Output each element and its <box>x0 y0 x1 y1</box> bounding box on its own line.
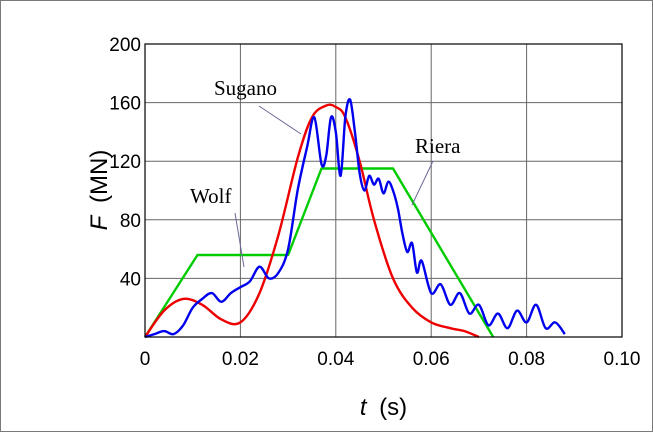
series-line-sugano <box>144 103 480 339</box>
y-axis-label: F (MN) <box>86 150 113 231</box>
grid <box>145 44 622 337</box>
x-tick-label: 0.02 <box>222 349 259 370</box>
x-tick-label: 0 <box>140 349 151 370</box>
annotation-wolf: Wolf <box>190 184 231 208</box>
y-tick-label: 200 <box>109 35 141 56</box>
annotation-sugano: Sugano <box>214 76 277 100</box>
y-tick-label: 40 <box>120 269 141 290</box>
series-line-riera <box>143 167 495 338</box>
pointer-wolf <box>234 212 245 268</box>
x-axis-label: t (s) <box>360 394 407 421</box>
x-tick-label: 0.04 <box>317 349 354 370</box>
series-lines <box>143 98 566 339</box>
series-line-wolf <box>144 98 566 339</box>
x-tick-label: 0.06 <box>413 349 450 370</box>
annotation-pointers <box>234 105 434 268</box>
annotation-riera: Riera <box>415 134 461 158</box>
y-axis-unit: (MN) <box>86 150 113 203</box>
x-tick-labels: 0 0.02 0.04 0.06 0.08 0.10 <box>140 349 641 370</box>
x-tick-label: 0.08 <box>508 349 545 370</box>
x-axis-unit: (s) <box>379 394 407 421</box>
pointer-riera <box>411 160 434 206</box>
y-tick-label: 160 <box>109 94 141 115</box>
y-axis-symbol: F <box>86 214 113 230</box>
x-tick-label: 0.10 <box>604 349 641 370</box>
plot-border <box>144 43 623 338</box>
y-tick-labels: 40 80 120 160 200 <box>109 35 141 290</box>
y-tick-label: 80 <box>120 211 141 232</box>
y-tick-label: 120 <box>109 152 141 173</box>
x-axis-symbol: t <box>360 394 368 421</box>
pointer-sugano <box>258 105 302 135</box>
